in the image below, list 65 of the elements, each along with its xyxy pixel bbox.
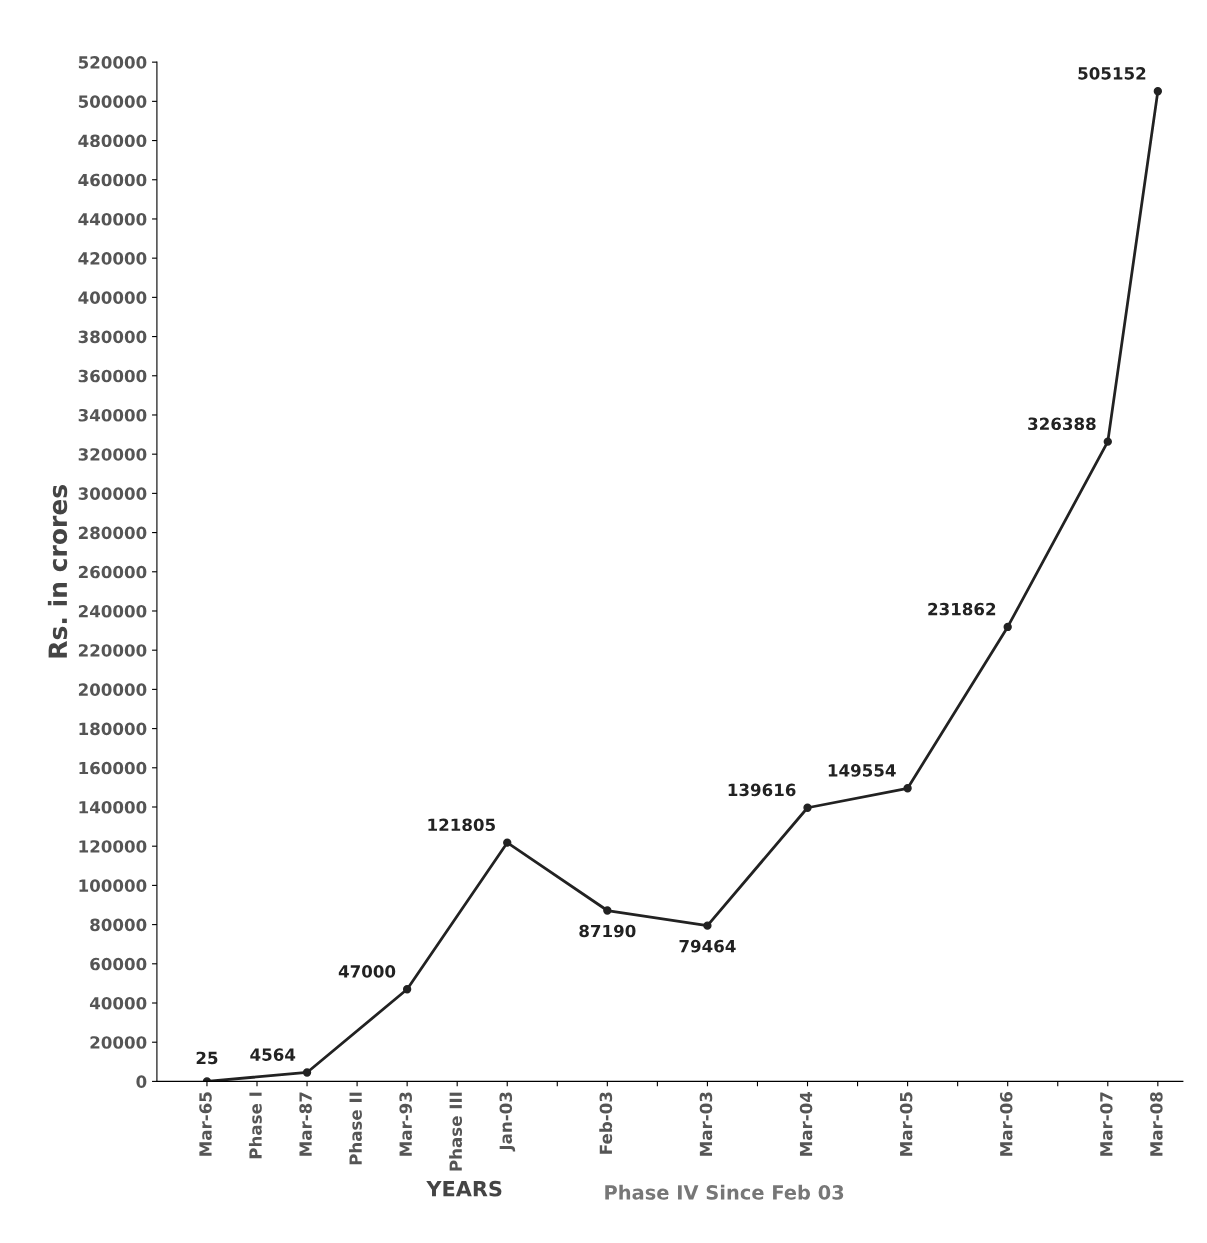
point	[1103, 437, 1112, 446]
y-tick-label: 120000	[79, 840, 147, 853]
data-label: 25	[196, 1051, 218, 1065]
x-tick-label: Mar-87	[299, 1092, 312, 1156]
point	[803, 803, 812, 812]
x-tick-label: Mar-05	[899, 1092, 913, 1156]
point	[1153, 87, 1163, 96]
y-tick-label: 20000	[90, 1036, 147, 1049]
x-tick-label: Feb-03	[599, 1092, 613, 1154]
y-tick-label: 220000	[78, 644, 147, 657]
x-tick-label: Mar-06	[999, 1092, 1013, 1156]
data-label: 139616	[728, 783, 796, 797]
y-tick-label: 400000	[78, 291, 147, 304]
y-tick-label: 420000	[78, 252, 147, 265]
data-label: 231862	[928, 602, 996, 616]
x-tick-label: Mar-65	[199, 1092, 212, 1156]
data-label: 47000	[338, 965, 396, 978]
y-axis-title: Rs. in crores	[47, 485, 68, 658]
y-tick-label: 440000	[78, 212, 147, 226]
y-tick-label: 460000	[78, 173, 147, 187]
y-tick-label: 40000	[89, 996, 147, 1010]
y-tick-label: 180000	[79, 722, 147, 736]
y-tick-label: 240000	[78, 604, 147, 618]
point	[703, 921, 712, 930]
data-label: 87190	[579, 924, 636, 938]
x-tick-label: Mar-07	[1100, 1092, 1113, 1156]
y-tick-label: 500000	[78, 95, 147, 108]
y-tick-label: 260000	[78, 565, 147, 579]
point	[302, 1068, 312, 1077]
data-label: 149554	[828, 764, 896, 777]
y-tick-label: 520000	[78, 56, 147, 69]
x-tick-label: Mar-03	[699, 1092, 713, 1156]
point	[402, 985, 412, 994]
x-tick-label: Phase III	[449, 1092, 463, 1171]
y-tick-label: 200000	[78, 683, 147, 696]
y-tick-label: 320000	[78, 448, 147, 461]
data-label: 4564	[250, 1048, 296, 1061]
point	[1003, 622, 1012, 632]
data-label: 326388	[1028, 417, 1096, 431]
data-label: 121805	[428, 818, 495, 832]
x-tick-label: Mar-93	[399, 1092, 412, 1156]
y-tick-label: 300000	[78, 487, 147, 500]
y-tick-label: 280000	[78, 526, 147, 540]
y-tick-label: 160000	[79, 761, 147, 775]
x-tick-label: Mar-08	[1150, 1092, 1163, 1156]
y-tick-label: 360000	[78, 369, 147, 383]
data-label: 505152	[1078, 67, 1146, 80]
y-tick-label: 80000	[90, 918, 147, 932]
y-tick-label: 480000	[78, 134, 147, 148]
point	[903, 784, 912, 793]
y-tick-label: 100000	[79, 879, 147, 892]
y-tick-label: 140000	[79, 800, 147, 814]
point	[603, 906, 612, 915]
y-tick-label: 0	[136, 1075, 147, 1088]
y-tick-label: 340000	[78, 408, 147, 422]
data-label: 79464	[679, 939, 736, 953]
x-tick-label: Mar-04	[799, 1091, 813, 1156]
point	[503, 838, 512, 847]
x-axis-title: YEARS	[426, 1180, 502, 1197]
x-tick-label: Phase I	[248, 1092, 262, 1159]
x-tick-label: Jan-03	[499, 1092, 516, 1152]
text: Phase IV Since Feb 03	[605, 1184, 844, 1200]
y-tick-label: 380000	[78, 330, 147, 344]
y-tick-label: 60000	[90, 957, 147, 971]
x-tick-label: Phase II	[349, 1092, 362, 1165]
